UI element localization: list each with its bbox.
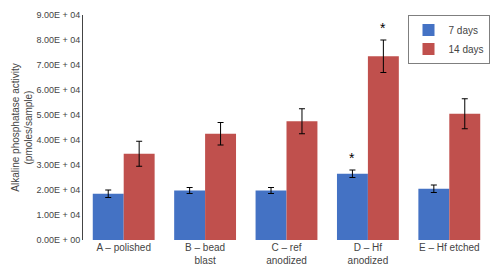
svg-text:8.00E + 04: 8.00E + 04 [36,35,80,45]
svg-text:14 days: 14 days [449,44,484,55]
svg-text:5.00E + 04: 5.00E + 04 [36,110,80,120]
svg-text:A – polished: A – polished [96,242,151,253]
svg-text:7 days: 7 days [449,25,478,36]
svg-text:*: * [349,150,355,166]
svg-text:D – Hfanodized: D – Hfanodized [348,242,389,266]
svg-text:0.00E + 00: 0.00E + 00 [36,235,80,245]
svg-text:Alkaline phosphatase activity(: Alkaline phosphatase activity(pmoles/sam… [10,63,34,191]
svg-text:9.00E + 04: 9.00E + 04 [36,10,80,20]
svg-text:3.00E + 04: 3.00E + 04 [36,160,80,170]
svg-text:B – beadblast: B – beadblast [185,242,225,266]
svg-text:2.00E + 04: 2.00E + 04 [36,185,80,195]
svg-text:*: * [380,20,386,36]
svg-text:E – Hf etched: E – Hf etched [419,242,480,253]
svg-text:C – refanodized: C – refanodized [266,242,307,266]
svg-text:4.00E + 04: 4.00E + 04 [36,135,80,145]
svg-text:7.00E + 04: 7.00E + 04 [36,60,80,70]
svg-text:6.00E + 04: 6.00E + 04 [36,85,80,95]
svg-text:1.00E + 04: 1.00E + 04 [36,210,80,220]
